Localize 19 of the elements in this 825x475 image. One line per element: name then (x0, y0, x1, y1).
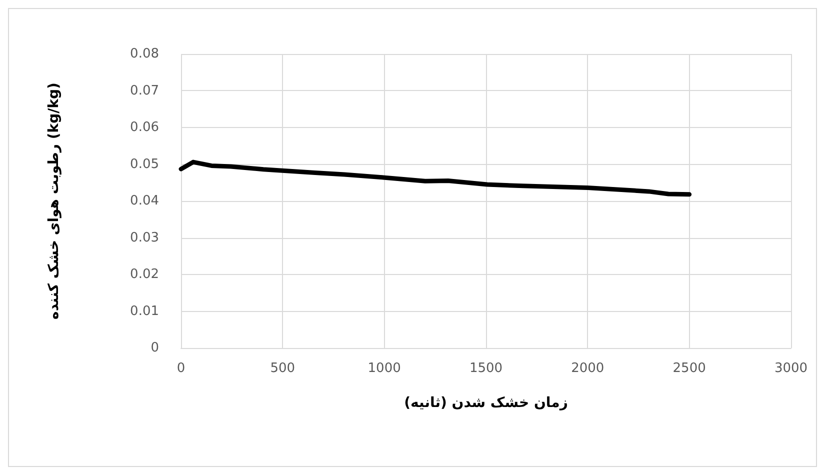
y-tick-label: 0.08 (130, 46, 159, 62)
x-tick-label: 1000 (368, 361, 401, 376)
x-axis-title: زمان خشک شدن (ثانیه) (404, 395, 568, 411)
line-series (178, 160, 692, 197)
y-tick-label: 0.07 (130, 83, 159, 98)
y-tick-label: 0.03 (130, 230, 159, 246)
x-tick-label: 2500 (672, 361, 706, 376)
y-tick-label: 0.06 (130, 120, 159, 135)
x-tick-label: 1500 (469, 361, 503, 376)
y-axis-title: رطوبت هوای خشک کننده (kg/kg) (46, 82, 62, 320)
x-tick-label: 3000 (774, 361, 808, 376)
y-tick-label: 0 (150, 340, 159, 356)
x-tick-label: 0 (176, 361, 186, 376)
y-tick-label: 0.04 (130, 194, 159, 208)
y-tick-label: 0.02 (130, 267, 159, 282)
x-tick-label: 2000 (571, 361, 604, 376)
x-tick-label: 500 (270, 361, 296, 376)
y-tick-label: 0.05 (130, 156, 159, 172)
y-tick-label: 0.01 (130, 304, 159, 319)
